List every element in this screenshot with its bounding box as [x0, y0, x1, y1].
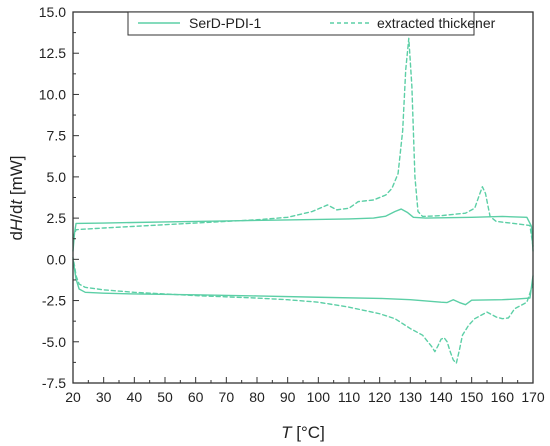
y-tick-label: 0.0 [47, 251, 67, 267]
plot-frame [72, 11, 534, 384]
x-tick-label: 70 [219, 389, 235, 405]
series-line-serd-pdi-1-heating [72, 208, 534, 252]
x-tick-label: 130 [399, 389, 423, 405]
x-tick-label: 30 [96, 389, 112, 405]
x-tick-label: 60 [188, 389, 204, 405]
x-tick-label: 170 [521, 389, 545, 405]
series-line-serd-pdi-1-cooling [72, 258, 534, 306]
y-tick-label: 2.5 [47, 210, 67, 226]
y-tick-label: 12.5 [39, 45, 66, 61]
legend-label-extracted-thickener: extracted thickener [377, 15, 496, 31]
x-tick-label: 120 [368, 389, 392, 405]
x-tick-label: 150 [460, 389, 484, 405]
legend-box [127, 11, 475, 36]
y-tick-label: -7.5 [42, 375, 66, 391]
y-tick-label: -5.0 [42, 334, 66, 350]
y-tick-label: -2.5 [42, 293, 66, 309]
x-axis-title: T [°C] [281, 423, 325, 442]
x-tick-label: 160 [491, 389, 515, 405]
y-tick-label: 10.0 [39, 86, 66, 102]
y-tick-label: 7.5 [47, 128, 67, 144]
tick-labels: 20 30 40 50 60 70 80 90 100 110 120 130 140 150 160 170… [39, 4, 545, 405]
x-tick-label: 80 [249, 389, 265, 405]
x-tick-label: 100 [307, 389, 331, 405]
x-tick-label: 110 [338, 389, 361, 405]
series-line-extracted-thickener-cooling [72, 256, 534, 364]
series-lines [72, 37, 534, 364]
legend-label-serd-pdi-1: SerD-PDI-1 [189, 15, 262, 31]
x-tick-label: 40 [127, 389, 143, 405]
y-tick-label: 15.0 [39, 4, 66, 20]
x-tick-label: 140 [429, 389, 453, 405]
y-tick-label: 5.0 [47, 169, 67, 185]
x-tick-label: 50 [157, 389, 173, 405]
legend: SerD-PDI-1 extracted thickener [127, 11, 496, 36]
y-axis-title: dH/dt [mW] [7, 155, 26, 240]
axis-ticks [72, 11, 534, 384]
x-tick-label: 90 [280, 389, 296, 405]
x-tick-label: 20 [65, 389, 81, 405]
series-line-extracted-thickener-heating [72, 37, 534, 247]
